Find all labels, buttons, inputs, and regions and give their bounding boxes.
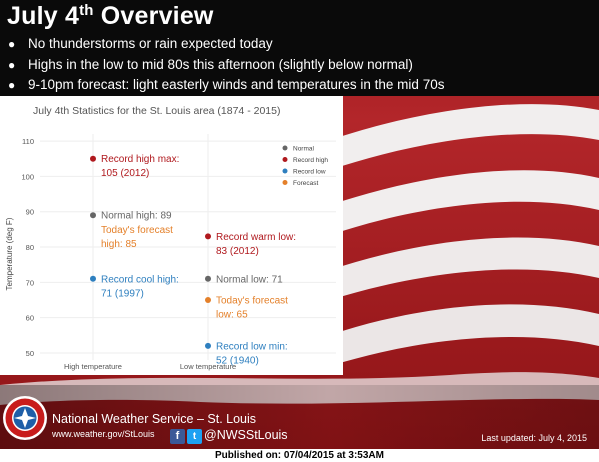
social-handle[interactable]: @NWSStLouis bbox=[204, 428, 288, 442]
data-label: Normal high: 89 bbox=[101, 211, 172, 222]
x-tick-label: Low temperature bbox=[180, 362, 236, 371]
data-point bbox=[90, 155, 96, 162]
legend-marker bbox=[282, 180, 288, 185]
data-label: Record cool high: 71 (1997) bbox=[101, 274, 179, 299]
legend-label: Record low bbox=[293, 169, 326, 176]
bullet-item: ● No thunderstorms or rain expected today bbox=[8, 36, 273, 51]
temperature-chart: July 4th Statistics for the St. Louis ar… bbox=[5, 105, 336, 371]
y-tick-label: 100 bbox=[21, 172, 34, 181]
flag-background bbox=[0, 104, 599, 405]
data-label: Today's forecast low: 65 bbox=[216, 295, 288, 320]
data-point bbox=[90, 275, 96, 282]
bullet-item: ● Highs in the low to mid 80s this aftern… bbox=[8, 56, 413, 72]
footer: National Weather Service – St. Louis www… bbox=[0, 385, 599, 449]
header-band: July 4th Overview ● No thunderstorms or r… bbox=[0, 0, 599, 96]
data-point bbox=[205, 275, 211, 282]
legend-label: Forecast bbox=[293, 180, 318, 187]
facebook-icon[interactable]: f bbox=[170, 429, 185, 444]
data-label: Record warm low: 83 (2012) bbox=[216, 232, 296, 257]
chart-panel: July 4th Statistics for the St. Louis ar… bbox=[0, 96, 343, 375]
data-point bbox=[205, 296, 211, 303]
last-updated: Last updated: July 4, 2015 bbox=[481, 433, 587, 443]
y-tick-label: 70 bbox=[26, 278, 34, 287]
data-label: Record high max: 105 (2012) bbox=[101, 154, 179, 179]
slide: July 4th Overview ● No thunderstorms or r… bbox=[0, 0, 599, 449]
y-tick-label: 80 bbox=[26, 243, 34, 252]
legend-label: Record high bbox=[293, 157, 328, 164]
agency-name: National Weather Service – St. Louis bbox=[52, 412, 257, 426]
legend-marker bbox=[282, 157, 288, 162]
published-timestamp: Published on: 07/04/2015 at 3:53AM bbox=[215, 450, 384, 461]
website-link[interactable]: www.weather.gov/StLouis bbox=[52, 429, 155, 439]
twitter-icon[interactable]: t bbox=[187, 429, 202, 444]
slide-title: July 4th Overview bbox=[7, 2, 214, 30]
data-point bbox=[205, 233, 211, 240]
chart-title: July 4th Statistics for the St. Louis ar… bbox=[33, 105, 280, 117]
data-label: Normal low: 71 bbox=[216, 274, 283, 285]
legend-label: Normal bbox=[293, 146, 315, 153]
nws-logo bbox=[3, 396, 47, 440]
y-tick-label: 60 bbox=[26, 314, 34, 323]
y-tick-label: 50 bbox=[26, 349, 34, 358]
y-tick-label: 110 bbox=[22, 137, 34, 146]
y-tick-label: 90 bbox=[26, 208, 34, 217]
bullet-list: ● No thunderstorms or rain expected today… bbox=[8, 34, 444, 96]
x-tick-label: High temperature bbox=[64, 362, 122, 371]
bullet-item: ● 9-10pm forecast: light easterly winds a… bbox=[8, 77, 445, 92]
y-axis-label: Temperature (deg F) bbox=[5, 217, 14, 290]
legend-marker bbox=[282, 145, 288, 151]
data-label: Today's forecast high: 85 bbox=[101, 225, 173, 250]
data-point bbox=[205, 342, 211, 349]
legend-marker bbox=[282, 168, 288, 174]
data-label: Record low min: 52 (1940) bbox=[216, 341, 288, 366]
data-point bbox=[90, 212, 96, 219]
